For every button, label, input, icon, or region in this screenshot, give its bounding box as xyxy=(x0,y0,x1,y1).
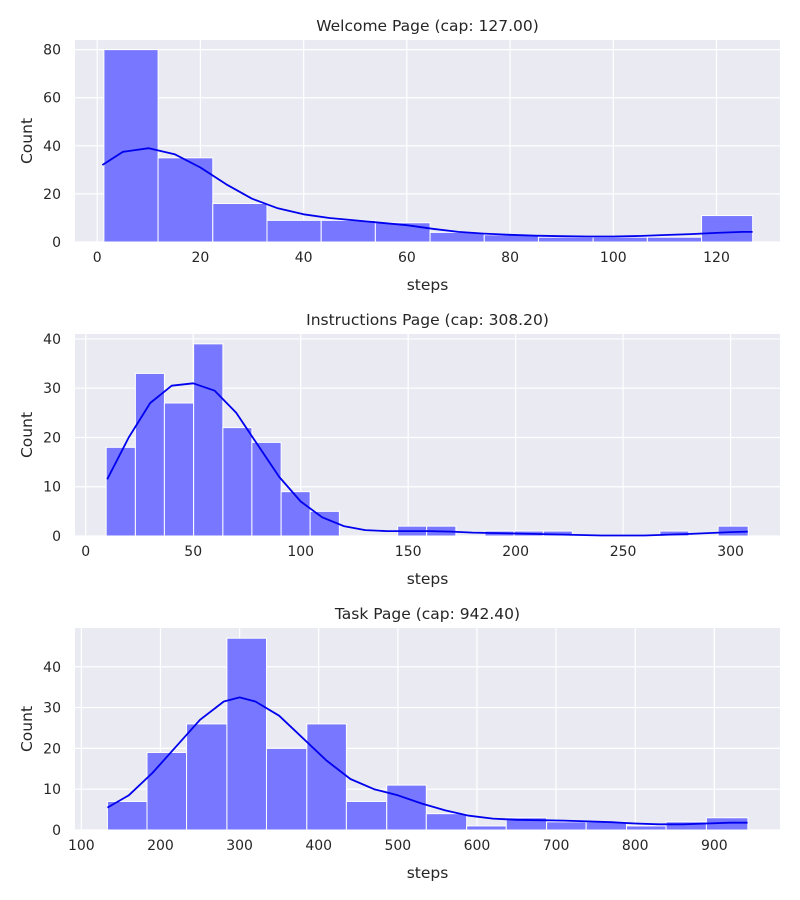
histogram-bar xyxy=(226,637,267,831)
histogram-bar xyxy=(163,402,195,537)
x-tick-label: 800 xyxy=(622,838,649,854)
x-tick-label: 300 xyxy=(717,544,744,560)
histogram-bar xyxy=(222,427,253,537)
histogram-bar xyxy=(193,343,224,537)
histogram-bar xyxy=(537,236,594,243)
x-tick-label: 100 xyxy=(287,544,314,560)
x-tick-label: 500 xyxy=(384,838,411,854)
histogram-bar xyxy=(212,203,268,243)
y-tick-label: 40 xyxy=(43,139,61,155)
histogram-bar xyxy=(425,813,468,831)
y-axis-label: Count xyxy=(18,412,36,458)
x-tick-label: 200 xyxy=(147,838,174,854)
histogram-bar xyxy=(592,236,648,243)
y-tick-label: 40 xyxy=(43,332,61,348)
y-tick-label: 0 xyxy=(52,235,61,251)
x-tick-label: 300 xyxy=(226,838,253,854)
x-tick-label: 120 xyxy=(703,250,730,266)
x-axis-label: steps xyxy=(407,276,449,294)
y-tick-label: 80 xyxy=(43,43,61,59)
histogram-bar xyxy=(157,157,214,243)
panel-task-page: 100 200 300 400 500 600 700 800 900 0 10 20 30 40 Task… xyxy=(18,605,780,882)
x-tick-label: 50 xyxy=(184,544,202,560)
histogram-bar xyxy=(546,821,587,831)
y-tick-label: 10 xyxy=(43,782,61,798)
x-tick-label: 100 xyxy=(600,250,627,266)
histogram-bar xyxy=(345,800,388,831)
panel-welcome-page: 0 20 40 60 80 100 120 0 20 40 60 80 Welcome Page (ca… xyxy=(18,17,780,294)
histogram-bar xyxy=(717,525,749,537)
histogram-bar xyxy=(186,723,228,831)
x-tick-label: 40 xyxy=(295,250,313,266)
y-axis-label: Count xyxy=(18,118,36,164)
x-tick-label: 0 xyxy=(81,544,90,560)
y-tick-label: 40 xyxy=(43,660,61,676)
y-tick-label: 20 xyxy=(43,741,61,757)
y-tick-label: 0 xyxy=(52,529,61,545)
histogram-bar xyxy=(134,372,165,537)
histogram-bar xyxy=(265,747,308,831)
chart-title: Instructions Page (cap: 308.20) xyxy=(306,311,549,329)
kde-line xyxy=(101,147,753,238)
histogram-bar xyxy=(266,219,322,243)
histogram-bar xyxy=(646,236,703,243)
histogram-bar xyxy=(701,215,754,243)
histogram-bar xyxy=(146,751,188,831)
x-tick-label: 60 xyxy=(398,250,416,266)
x-tick-label: 600 xyxy=(464,838,491,854)
histogram-bar xyxy=(280,491,311,537)
histogram-bar xyxy=(103,49,159,243)
x-tick-label: 400 xyxy=(305,838,332,854)
x-tick-label: 250 xyxy=(610,544,637,560)
histogram-bar xyxy=(320,219,376,243)
chart-title: Task Page (cap: 942.40) xyxy=(334,605,520,623)
kde-line xyxy=(106,382,748,537)
x-tick-label: 900 xyxy=(701,838,728,854)
y-tick-label: 30 xyxy=(43,701,61,717)
panel-instructions-page: 0 50 100 150 200 250 300 0 10 20 30 40 Instructions … xyxy=(18,311,780,588)
histogram-bar xyxy=(105,446,136,537)
x-tick-label: 0 xyxy=(93,250,102,266)
x-tick-label: 20 xyxy=(191,250,209,266)
y-tick-label: 30 xyxy=(43,381,61,397)
kde-line xyxy=(106,696,748,826)
histogram-bar xyxy=(466,825,507,831)
y-tick-label: 0 xyxy=(52,823,61,839)
histogram-bar xyxy=(386,784,427,831)
y-tick-label: 60 xyxy=(43,91,61,107)
y-axis-label: Count xyxy=(18,706,36,752)
x-tick-label: 200 xyxy=(502,544,529,560)
histogram-bar xyxy=(306,723,347,831)
x-axis-label: steps xyxy=(407,864,449,882)
x-tick-label: 80 xyxy=(501,250,519,266)
y-tick-label: 20 xyxy=(43,430,61,446)
x-tick-label: 150 xyxy=(395,544,422,560)
y-tick-label: 20 xyxy=(43,187,61,203)
x-axis-label: steps xyxy=(407,570,449,588)
chart-title: Welcome Page (cap: 127.00) xyxy=(316,17,539,35)
histogram-bar xyxy=(106,800,148,831)
histogram-bar xyxy=(625,825,667,831)
y-tick-label: 10 xyxy=(43,480,61,496)
x-tick-label: 700 xyxy=(543,838,570,854)
histogram-bar xyxy=(309,510,340,537)
x-tick-label: 100 xyxy=(68,838,95,854)
